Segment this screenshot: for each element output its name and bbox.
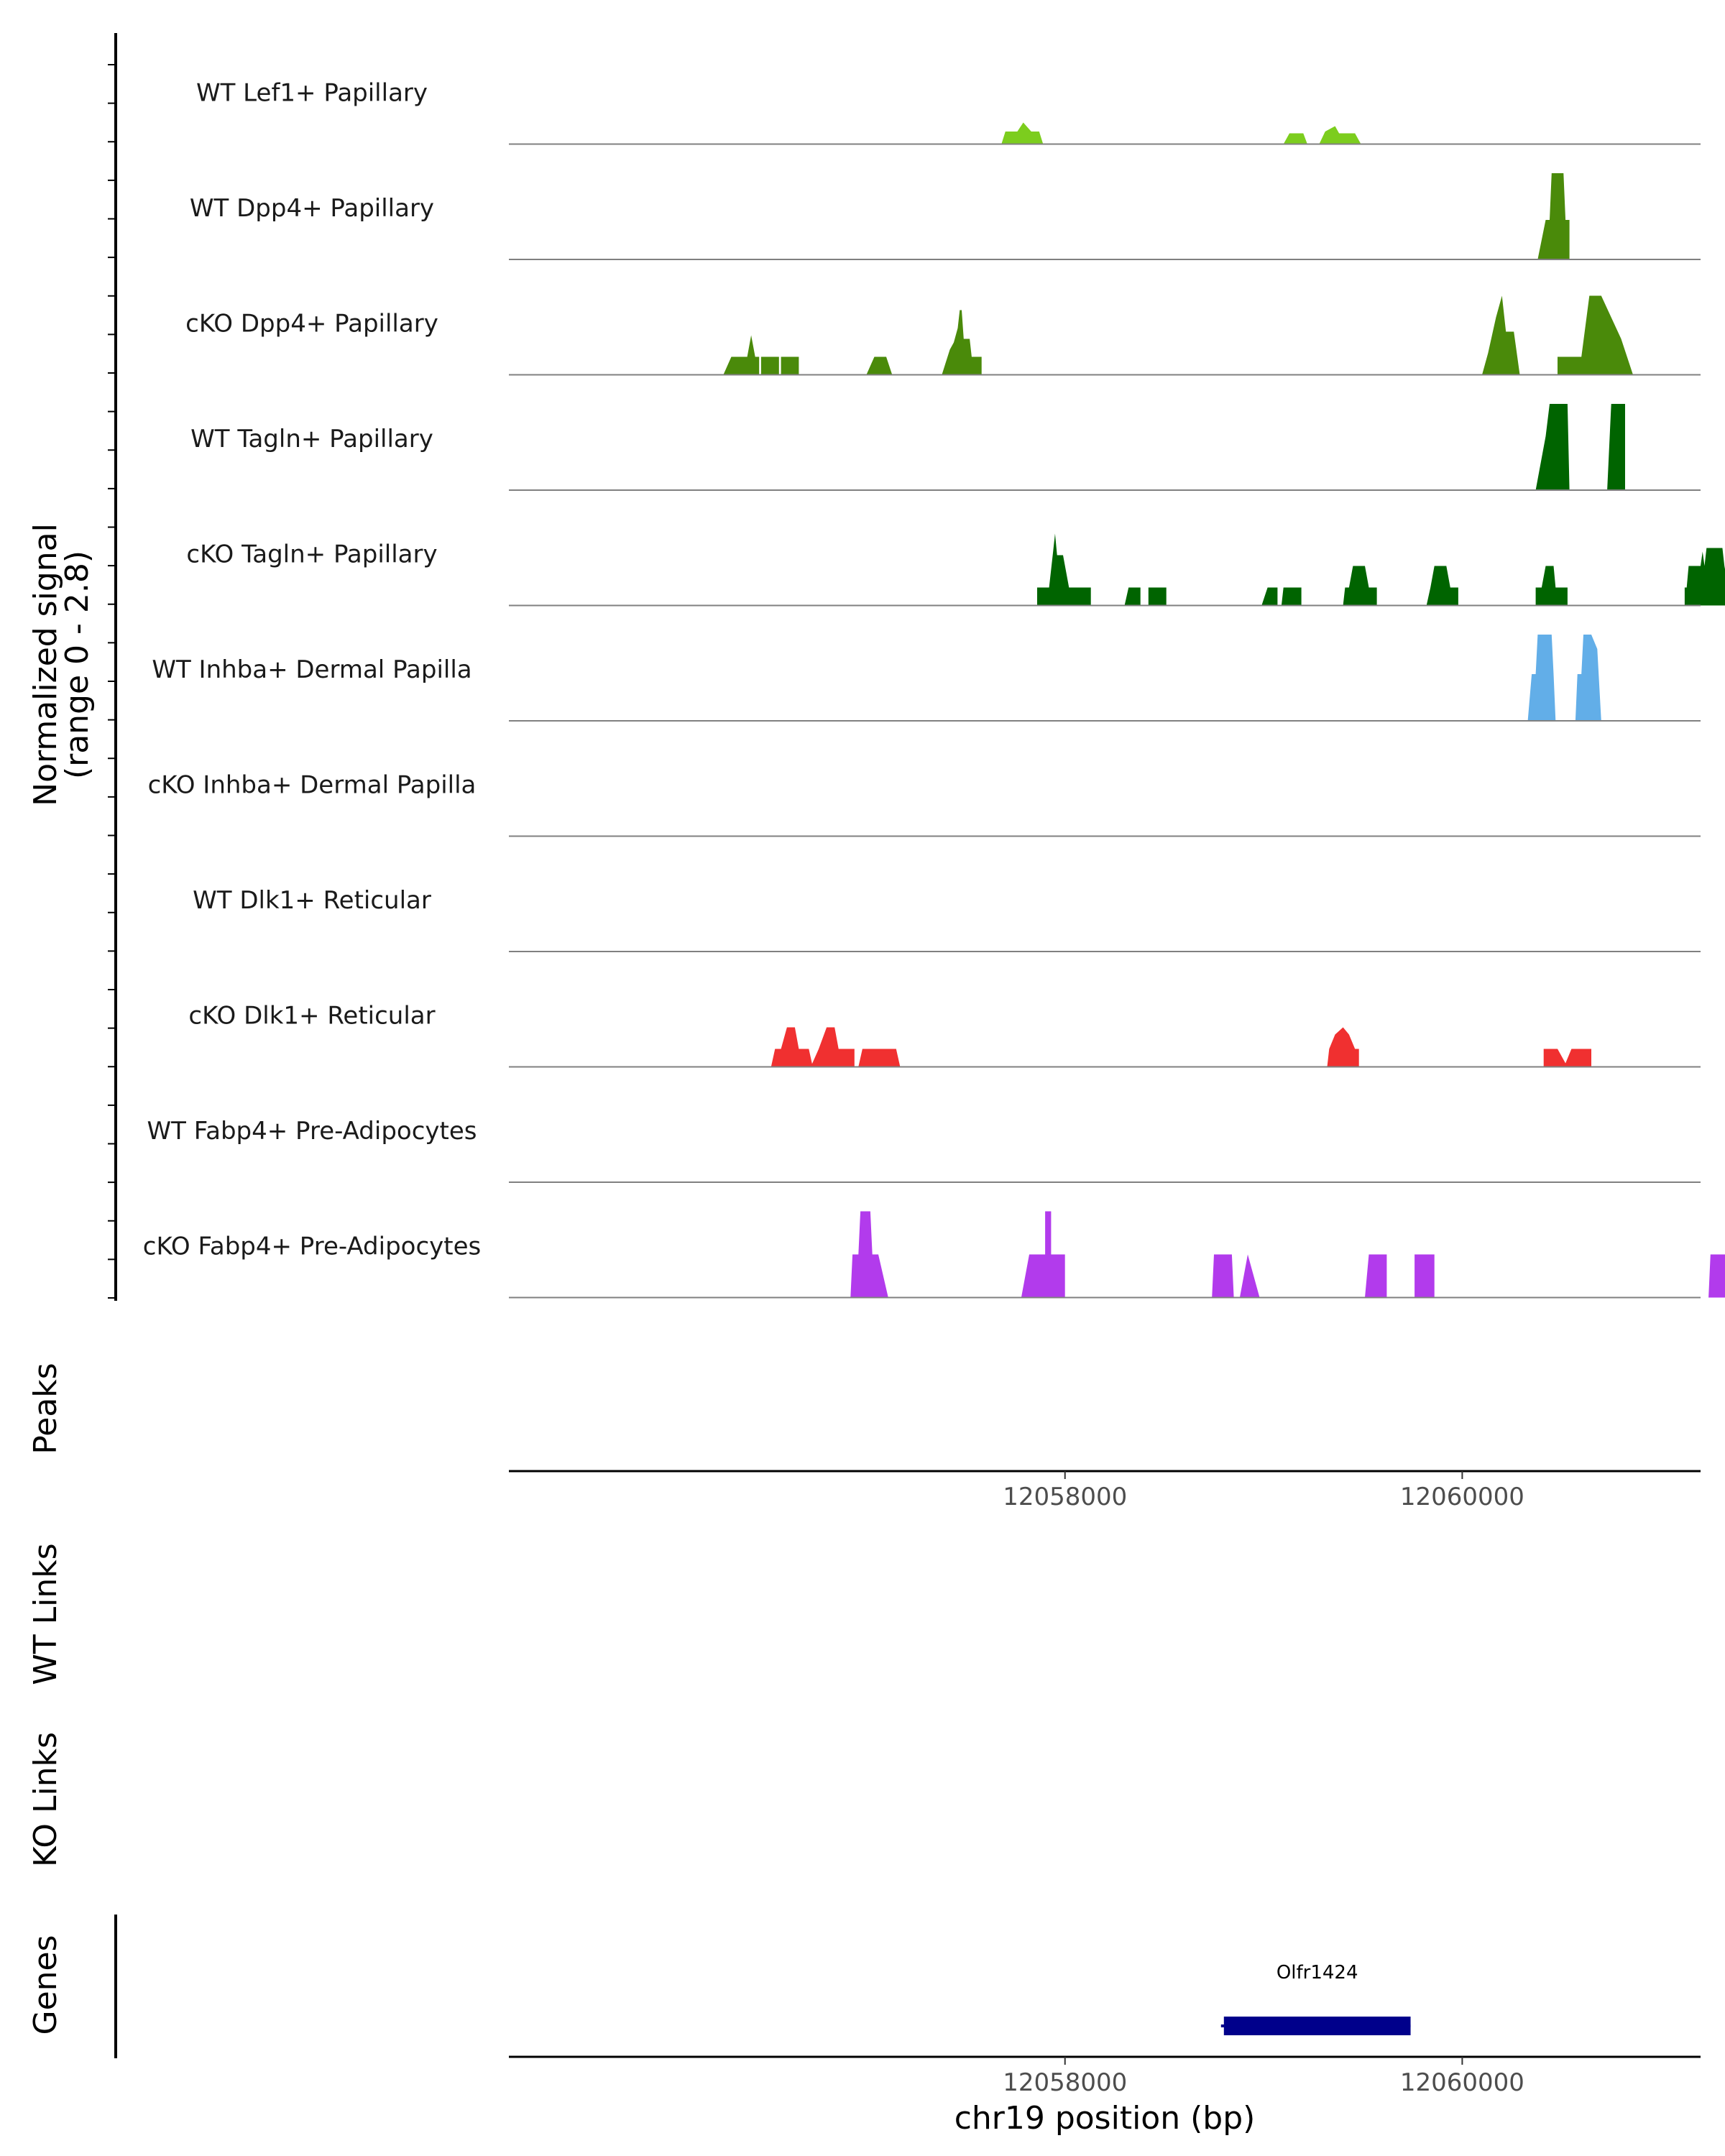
coverage-area — [1001, 122, 1725, 144]
genes-panel-title: Genes — [27, 1935, 64, 2035]
track-8: WT Dlk1+ Reticular — [193, 886, 1701, 952]
ko-links-panel-title: KO Links — [27, 1732, 64, 1867]
track-1: WT Lef1+ Papillary — [196, 79, 1725, 145]
coverage-area — [723, 295, 1725, 375]
track-label: cKO Tagln+ Papillary — [186, 540, 437, 569]
track-6: WT Inhba+ Dermal Papilla — [152, 635, 1701, 722]
track-label: WT Fabp4+ Pre-Adipocytes — [147, 1117, 477, 1146]
track-label: WT Dlk1+ Reticular — [193, 886, 431, 915]
wt-links-panel-title: WT Links — [27, 1543, 64, 1685]
track-label: cKO Fabp4+ Pre-Adipocytes — [143, 1233, 482, 1261]
genes-x-axis: 120580001206000012062000 — [1003, 2057, 1524, 2097]
coverage-area — [770, 1027, 1725, 1067]
peaks-x-axis: 120580001206000012062000 — [1003, 1471, 1524, 1511]
track-label: WT Lef1+ Papillary — [196, 79, 428, 108]
coverage-area — [1535, 404, 1625, 490]
x-tick-label: 12060000 — [1400, 2068, 1524, 2097]
peaks-panel-title: Peaks — [27, 1363, 64, 1454]
y-axis-title: Normalized signal(range 0 - 2.8) — [27, 523, 96, 806]
track-11: cKO Fabp4+ Pre-Adipocytes — [143, 1211, 1725, 1299]
x-tick-label: 12058000 — [1003, 1483, 1127, 1511]
track-4: WT Tagln+ Papillary — [190, 404, 1701, 491]
track-5: cKO Tagln+ Papillary — [186, 533, 1725, 607]
coverage-area — [1537, 173, 1570, 259]
coverage-area — [1527, 635, 1601, 721]
track-label: WT Inhba+ Dermal Papilla — [152, 655, 472, 684]
coverage-area — [850, 1211, 1725, 1298]
track-9: cKO Dlk1+ Reticular — [188, 1002, 1725, 1068]
track-3: cKO Dpp4+ Papillary — [185, 295, 1725, 376]
gene-label: Olfr1424 — [1276, 1962, 1358, 1984]
gene-annotations: Olfr1424 — [1220, 1962, 1411, 2035]
x-tick-label: 12058000 — [1003, 2068, 1127, 2097]
track-label: WT Dpp4+ Papillary — [190, 194, 434, 223]
x-axis-title: chr19 position (bp) — [954, 2100, 1256, 2137]
track-label: cKO Inhba+ Dermal Papilla — [148, 771, 477, 800]
track-7: cKO Inhba+ Dermal Papilla — [148, 771, 1701, 837]
y-axis-title-line-1: Normalized signal — [27, 523, 64, 806]
x-tick-label: 12060000 — [1400, 1483, 1524, 1511]
coverage-area — [1037, 533, 1725, 606]
track-label: WT Tagln+ Papillary — [190, 425, 433, 453]
y-axis-ticks — [108, 64, 116, 1299]
track-2: WT Dpp4+ Papillary — [190, 173, 1701, 260]
track-label: cKO Dpp4+ Papillary — [185, 310, 438, 338]
y-axis-title-line-2: (range 0 - 2.8) — [59, 550, 96, 779]
track-label: cKO Dlk1+ Reticular — [188, 1002, 435, 1031]
coverage-tracks: WT Lef1+ Papillary WT Dpp4+ Papillary cKO … — [143, 79, 1725, 1299]
track-10: WT Fabp4+ Pre-Adipocytes — [147, 1117, 1701, 1183]
